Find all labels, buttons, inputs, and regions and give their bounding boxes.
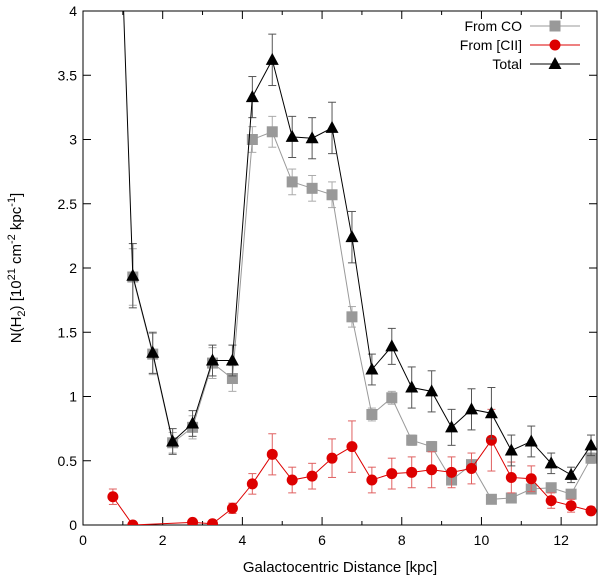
data-point [266, 126, 278, 138]
x-tick-label: 10 [474, 532, 490, 548]
series-circle [107, 408, 597, 525]
data-point [226, 373, 238, 385]
data-point [146, 345, 160, 358]
data-point [305, 131, 319, 144]
data-point [565, 500, 577, 512]
legend-label: Total [492, 56, 522, 72]
data-point [505, 492, 517, 504]
data-point [286, 474, 298, 486]
data-point [366, 408, 378, 420]
x-tick-label: 2 [159, 532, 167, 548]
series-square [127, 115, 597, 505]
y-tick-label: 0 [69, 517, 77, 533]
data-point [306, 182, 318, 194]
data-point [366, 474, 378, 486]
data-point [504, 443, 518, 456]
data-point [346, 441, 358, 453]
plot-area [82, 10, 598, 526]
y-tick-label: 2 [69, 260, 77, 276]
data-point [107, 491, 119, 503]
data-point [545, 495, 557, 507]
y-tick-label: 3.5 [58, 67, 78, 83]
data-point [326, 189, 338, 201]
data-point [285, 129, 299, 142]
data-point [246, 478, 258, 490]
y-axis-label: N(H2) [1021 cm-2 kpc-1] [6, 193, 28, 343]
data-point [525, 473, 537, 485]
data-point [485, 493, 497, 505]
legend-marker [548, 57, 562, 69]
data-point [564, 467, 578, 480]
legend-label: From [CII] [460, 37, 522, 53]
data-point [585, 452, 597, 464]
data-point [426, 464, 438, 476]
data-point [346, 311, 358, 323]
data-point [265, 52, 279, 65]
data-point [187, 516, 199, 525]
y-tick-label: 1.5 [58, 324, 78, 340]
data-point [246, 134, 258, 145]
data-point [464, 402, 478, 415]
series-line [123, 11, 592, 476]
data-point [126, 268, 140, 281]
data-point [325, 120, 339, 133]
series-triangle [123, 11, 597, 484]
data-point [505, 471, 517, 483]
data-point [306, 470, 318, 482]
legend-marker [549, 39, 561, 51]
data-point [326, 452, 338, 464]
legend-label: From CO [464, 18, 522, 34]
data-point [485, 434, 497, 446]
legend: From CO From [CII] Total [460, 18, 580, 72]
data-point [365, 362, 379, 375]
x-tick-label: 4 [238, 532, 246, 548]
x-tick-label: 12 [553, 532, 569, 548]
data-point [386, 392, 398, 404]
data-point [266, 448, 278, 460]
data-point [465, 462, 477, 474]
series-layer [107, 11, 597, 525]
data-point [206, 518, 218, 525]
data-point [385, 339, 399, 352]
data-point [205, 353, 219, 366]
data-point [426, 441, 438, 453]
data-point [245, 90, 259, 103]
y-tick-label: 4 [69, 3, 77, 19]
data-point [585, 505, 597, 517]
series-line [132, 131, 592, 500]
x-axis-label: Galactocentric Distance [kpc] [243, 559, 437, 576]
data-point [406, 434, 418, 446]
data-point [484, 406, 498, 419]
data-point [225, 353, 239, 366]
data-point [544, 456, 558, 469]
data-point [405, 380, 419, 393]
data-point [127, 519, 139, 525]
y-tick-label: 2.5 [58, 196, 78, 212]
data-point [446, 466, 458, 478]
y-tick-label: 3 [69, 132, 77, 148]
data-point [386, 468, 398, 480]
data-point [524, 434, 538, 447]
data-point [286, 176, 298, 188]
x-tick-label: 0 [79, 532, 87, 548]
y-tick-label: 1 [69, 389, 77, 405]
data-point [186, 416, 200, 429]
data-point [445, 420, 459, 433]
data-point [406, 466, 418, 478]
legend-marker [549, 20, 561, 32]
data-point [345, 230, 359, 243]
data-point [166, 434, 180, 447]
data-point [584, 438, 597, 451]
data-point [425, 384, 439, 397]
axis-ticks: 0 2 4 6 8 10 12 0 0.5 1 1.5 2 2.5 3 3.5 4 [58, 3, 597, 548]
x-tick-label: 6 [318, 532, 326, 548]
y-tick-label: 0.5 [58, 453, 78, 469]
data-point [226, 502, 238, 514]
x-tick-label: 8 [398, 532, 406, 548]
data-point [545, 482, 557, 494]
data-point [565, 488, 577, 500]
